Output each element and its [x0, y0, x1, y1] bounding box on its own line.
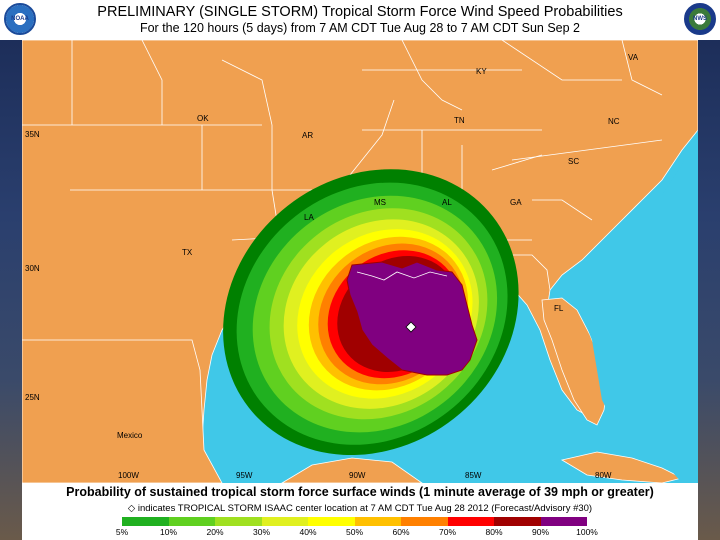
legend-swatch	[401, 517, 448, 526]
legend-label: 80%	[485, 527, 503, 537]
state-label-ms: MS	[374, 198, 386, 207]
state-label-tn: TN	[454, 116, 465, 125]
lat-label-25n: 25N	[25, 393, 40, 402]
lat-label-35n: 35N	[25, 130, 40, 139]
legend-swatch	[354, 517, 401, 526]
legend-color-bar	[122, 517, 587, 526]
legend-label: 60%	[392, 527, 410, 537]
legend-label: 70%	[438, 527, 457, 537]
legend-swatch	[494, 517, 541, 526]
header: NOAA PRELIMINARY (SINGLE STORM) Tropical…	[0, 0, 720, 40]
title-line-1: PRELIMINARY (SINGLE STORM) Tropical Stor…	[97, 4, 623, 20]
legend-footer: Probability of sustained tropical storm …	[22, 483, 698, 540]
legend-label: 10%	[159, 527, 178, 537]
lon-label-95w: 95W	[236, 471, 253, 480]
legend-label: 20%	[206, 527, 224, 537]
noaa-logo: NOAA	[4, 3, 36, 35]
legend-label: 100%	[576, 527, 598, 537]
contour-100pct	[346, 261, 478, 376]
lon-label-80w: 80W	[595, 471, 612, 480]
land-mexico	[22, 339, 223, 483]
legend-swatch	[540, 517, 587, 526]
state-label-ok: OK	[197, 114, 209, 123]
coastline-core	[356, 271, 448, 281]
water-atlantic	[570, 130, 698, 483]
lon-label-85w: 85W	[465, 471, 482, 480]
legend-label: 30%	[252, 527, 271, 537]
legend-label: 40%	[299, 527, 317, 537]
lon-label-100w: 100W	[118, 471, 139, 480]
legend-swatch	[308, 517, 355, 526]
diamond-icon: ◇	[127, 503, 136, 514]
state-label-al: AL	[442, 198, 452, 207]
land-yucatan	[281, 457, 423, 483]
probability-map: 35N 30N 25N 100W 95W 90W 85W 80W VA KY O…	[22, 40, 698, 483]
state-label-sc: SC	[568, 157, 579, 166]
nws-logo: NWS	[684, 3, 716, 35]
state-label-fl: FL	[554, 304, 564, 313]
legend-label: 50%	[345, 527, 364, 537]
state-label-ky: KY	[476, 67, 487, 76]
legend-swatch	[261, 517, 308, 526]
legend-caption: Probability of sustained tropical storm …	[66, 485, 654, 499]
legend-swatch	[122, 517, 169, 526]
land-florida	[541, 297, 608, 426]
diamond-icon	[405, 321, 417, 333]
legend-label: 90%	[531, 527, 550, 537]
legend-swatch	[447, 517, 494, 526]
state-label-la: LA	[304, 213, 314, 222]
lon-label-90w: 90W	[349, 471, 366, 480]
region-label-mexico: Mexico	[117, 431, 143, 440]
lat-label-30n: 30N	[25, 264, 40, 273]
title-line-2: For the 120 hours (5 days) from 7 AM CDT…	[139, 21, 581, 35]
state-label-tx: TX	[182, 248, 193, 257]
storm-center-note-text: indicates TROPICAL STORM ISAAC center lo…	[137, 503, 593, 514]
storm-center-note: ◇ indicates TROPICAL STORM ISAAC center …	[22, 503, 698, 514]
state-label-va: VA	[628, 53, 639, 62]
state-label-nc: NC	[608, 117, 620, 126]
legend-swatch	[168, 517, 215, 526]
legend-label: 5%	[115, 527, 129, 537]
legend-swatch	[215, 517, 262, 526]
state-label-ar: AR	[302, 131, 313, 140]
state-label-ga: GA	[510, 198, 522, 207]
